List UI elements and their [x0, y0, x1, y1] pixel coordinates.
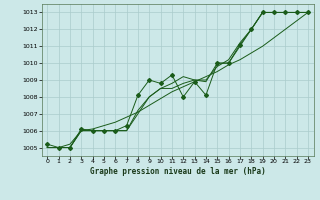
- X-axis label: Graphe pression niveau de la mer (hPa): Graphe pression niveau de la mer (hPa): [90, 167, 266, 176]
